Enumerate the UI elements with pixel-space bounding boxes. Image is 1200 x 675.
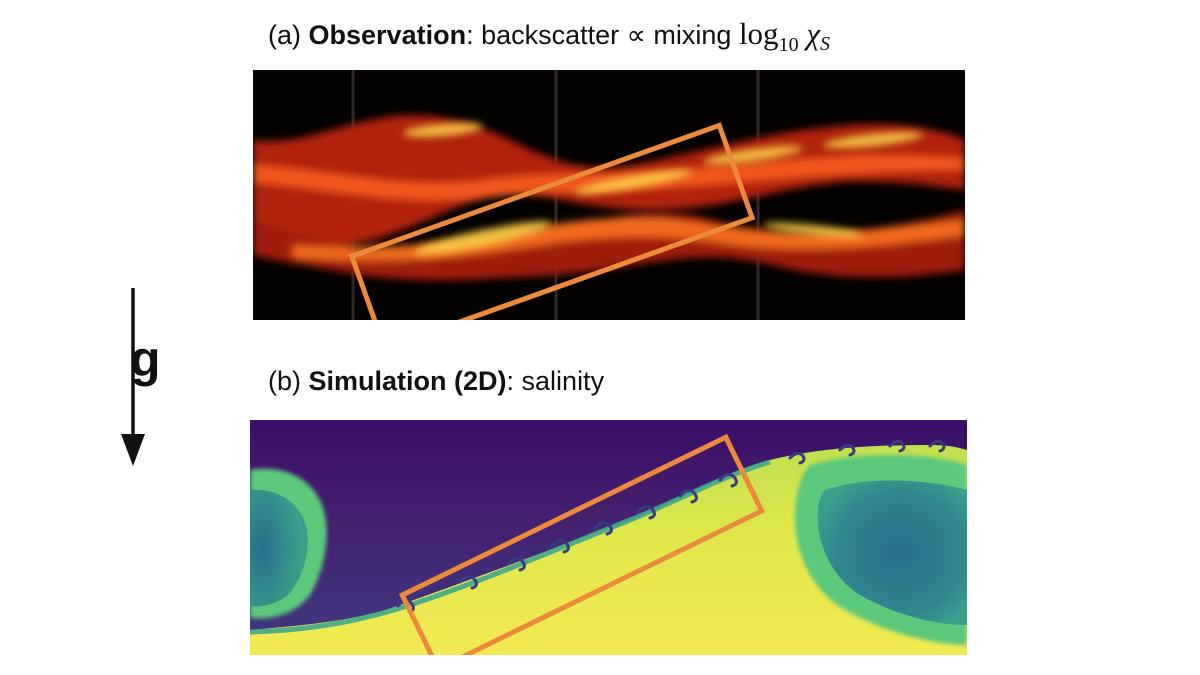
math-chi-subscript: S: [819, 33, 830, 55]
panel-b-title-bold: Simulation (2D): [308, 366, 507, 396]
panel-a-label: (a): [268, 20, 301, 50]
panel-b-label: (b): [268, 366, 301, 396]
panel-a-caption: (a) Observation: backscatter ∝ mixing lo…: [268, 18, 830, 55]
panel-a-math: log10 χS: [738, 16, 830, 55]
simulation-dense-layer: [250, 445, 967, 655]
panel-a-title-rest: : backscatter ∝ mixing: [466, 20, 739, 50]
simulation-highlight-box: [398, 433, 766, 655]
observation-highlight-box: [348, 122, 756, 320]
panel-b-caption: (b) Simulation (2D): salinity: [268, 368, 604, 395]
simulation-interface-band: [250, 459, 771, 635]
math-log-base: 10: [778, 34, 799, 57]
math-log: log: [738, 16, 779, 51]
gravity-label: g: [130, 331, 161, 387]
gravity-arrow-icon: [121, 288, 145, 466]
math-chi: χ: [806, 16, 820, 51]
observation-panel: [253, 70, 965, 320]
panel-a-title-bold: Observation: [308, 20, 467, 50]
simulation-left-core: [250, 489, 308, 607]
panel-b-title-rest: : salinity: [506, 366, 605, 396]
simulation-panel: [250, 420, 967, 655]
observation-hot-streaks: [403, 123, 923, 255]
simulation-right-core: [817, 480, 967, 625]
